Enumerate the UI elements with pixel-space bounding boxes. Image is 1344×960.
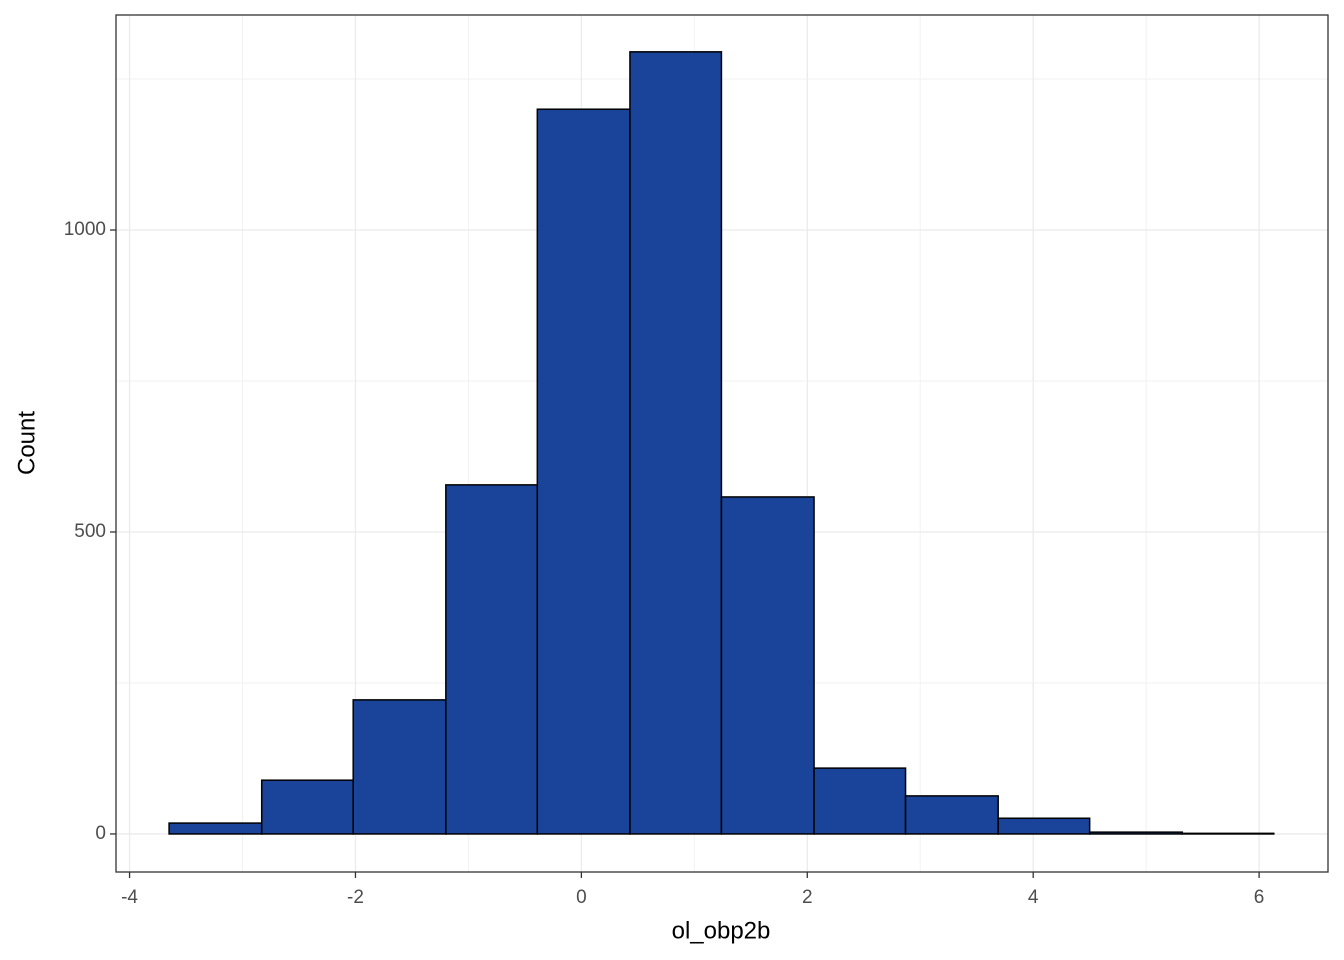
x-tick-label: -2 <box>347 887 364 908</box>
bar <box>168 822 263 835</box>
panel-border <box>115 14 1329 873</box>
x-tick-label: 6 <box>1254 887 1265 908</box>
y-tick-label: 0 <box>95 823 106 844</box>
bar <box>260 779 354 835</box>
x-tick-label: 0 <box>576 887 587 908</box>
bar <box>1181 832 1275 835</box>
x-axis-title: ol_obp2b <box>672 917 771 944</box>
bar <box>1088 831 1184 835</box>
bar <box>352 699 447 835</box>
bar <box>629 51 723 835</box>
bar <box>904 795 999 835</box>
bar <box>813 767 907 835</box>
y-axis-title: Count <box>13 411 40 475</box>
bar <box>720 496 815 835</box>
y-tick-label: 500 <box>74 521 106 542</box>
x-tick-label: -4 <box>121 887 138 908</box>
y-tick-label: 1000 <box>64 219 106 240</box>
bar <box>997 817 1091 835</box>
x-tick-label: 2 <box>802 887 813 908</box>
bar <box>536 108 631 835</box>
bar <box>445 484 539 835</box>
x-tick-label: 4 <box>1028 887 1039 908</box>
